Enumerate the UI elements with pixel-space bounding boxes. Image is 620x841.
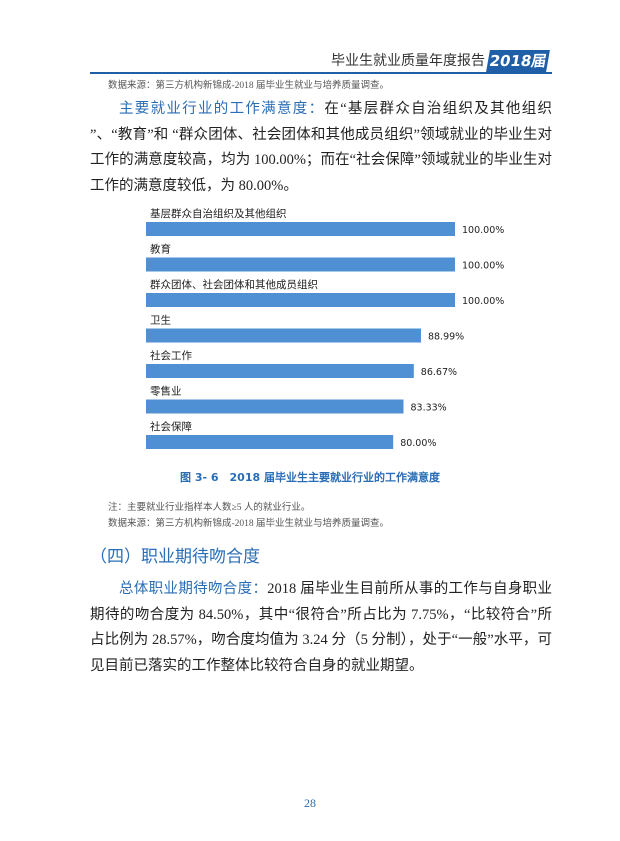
- page-number: 28: [304, 796, 316, 810]
- category-label: 卫生: [150, 314, 171, 327]
- category-label: 群众团体、社会团体和其他成员组织: [150, 278, 318, 291]
- value-label: 88.99%: [428, 332, 464, 343]
- paragraph-text: 在“基层群众自治组织及其他组织 ”、“教育”和 “群众团体、社会团体和其他成员组…: [90, 101, 553, 194]
- paragraph: 主要就业行业的工作满意度：在“基层群众自治组织及其他组织 ”、“教育”和 “群众…: [90, 97, 552, 199]
- bar: [146, 435, 394, 449]
- value-label: 100.00%: [462, 261, 504, 272]
- value-label: 100.00%: [462, 296, 504, 307]
- header-title: 毕业生就业质量年度报告: [331, 53, 485, 69]
- paragraph-lead: 总体职业期待吻合度：: [119, 581, 268, 597]
- bar: [146, 364, 414, 378]
- value-label: 86.67%: [421, 367, 457, 378]
- bar: [146, 293, 455, 307]
- bar: [146, 399, 404, 414]
- category-label: 社会工作: [150, 349, 192, 362]
- category-label: 教育: [150, 243, 171, 256]
- chart-caption: 图 3- 6 2018 届毕业生主要就业行业的工作满意度: [180, 471, 440, 484]
- chart: 基层群众自治组织及其他组织 100.00% 教育 100.00% 群众团体、社会团体和其…: [146, 207, 504, 449]
- paragraph-text: 2018 届毕业生目前所从事的工作与自身职业期待的吻合度为 84.50%，其中“…: [90, 581, 553, 674]
- value-label: 83.33%: [410, 403, 446, 414]
- note: 注：主要就业行业指样本人数≥5 人的就业行业。: [108, 503, 311, 513]
- category-label: 基层群众自治组织及其他组织: [150, 207, 287, 220]
- paragraph-lead: 主要就业行业的工作满意度：: [119, 101, 325, 117]
- paragraph: 总体职业期待吻合度：2018 届毕业生目前所从事的工作与自身职业期待的吻合度为 …: [90, 577, 552, 679]
- bar: [146, 222, 455, 236]
- category-label: 社会保障: [150, 420, 192, 433]
- header-rule: [90, 72, 552, 74]
- note: 数据来源：第三方机构新锦成-2018 届毕业生就业与培养质量调查。: [108, 519, 390, 529]
- section-heading: （四）职业期待吻合度: [90, 547, 260, 567]
- bar: [146, 257, 455, 272]
- category-label: 零售业: [150, 385, 182, 398]
- source-note: 数据来源：第三方机构新锦成-2018 届毕业生就业与培养质量调查。: [108, 81, 390, 91]
- bar: [146, 328, 421, 343]
- value-label: 100.00%: [462, 225, 504, 236]
- value-label: 80.00%: [400, 438, 436, 449]
